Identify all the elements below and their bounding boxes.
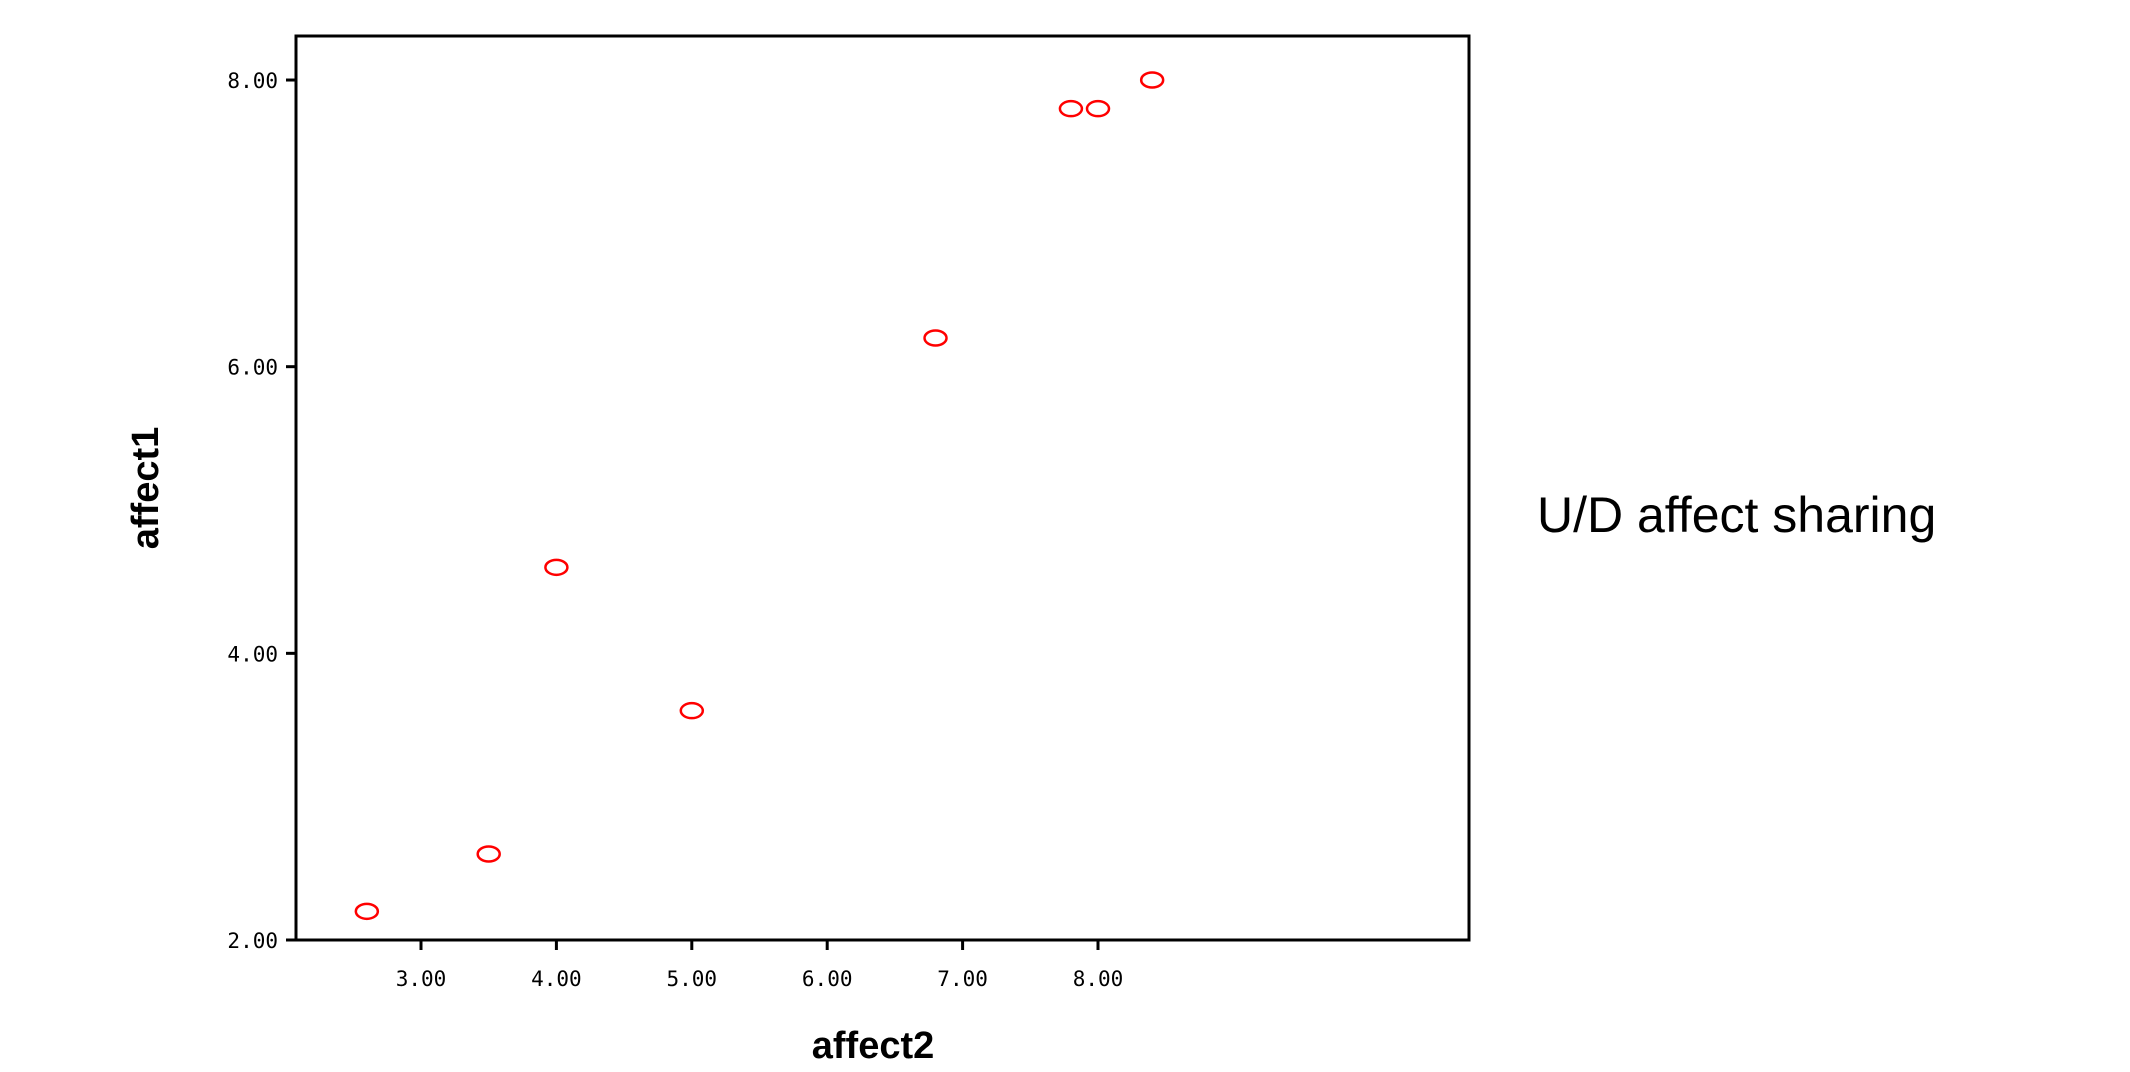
data-point [544,558,569,577]
x-axis: 3.00 4.00 5.00 6.00 7.00 8.00 [396,940,1124,991]
x-tick-label: 7.00 [937,967,988,991]
x-tick-label: 8.00 [1073,967,1124,991]
y-axis-title: affect1 [125,427,167,550]
data-point [476,845,501,863]
data-point [354,902,380,921]
x-tick-label: 5.00 [667,967,718,991]
data-point [1139,71,1165,89]
data-point [923,329,948,347]
data-point [1085,99,1111,118]
x-tick-label: 6.00 [802,967,853,991]
plot-frame [294,34,1471,942]
data-points [354,71,1165,921]
side-label: U/D affect sharing [1537,487,1937,543]
y-tick-label: 2.00 [227,929,278,953]
data-point [1058,99,1084,118]
y-axis: 2.00 4.00 6.00 8.00 [227,69,296,953]
y-tick-label: 6.00 [227,356,278,380]
x-tick-label: 4.00 [531,967,582,991]
x-axis-title: affect2 [812,1025,935,1067]
y-tick-label: 8.00 [227,69,278,93]
x-tick-label: 3.00 [396,967,447,991]
data-point [679,701,705,720]
y-tick-label: 4.00 [227,642,278,666]
